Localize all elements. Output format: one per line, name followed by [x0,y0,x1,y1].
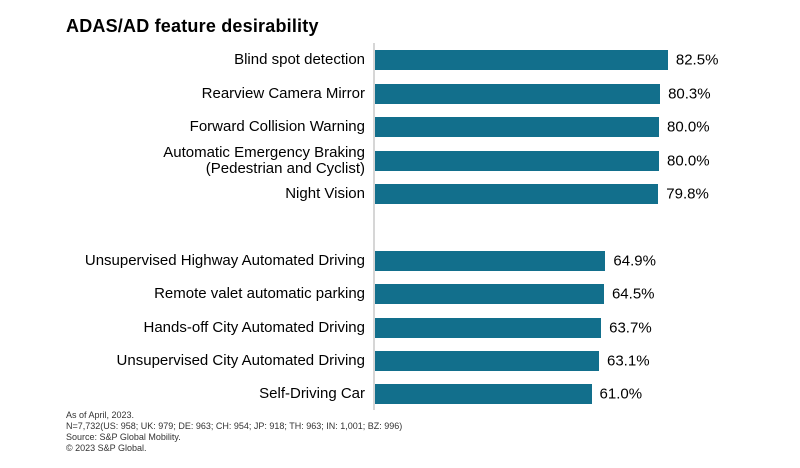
category-label: Night Vision [285,184,365,202]
bar [375,150,659,171]
bar [375,384,592,405]
value-label: 79.8% [666,185,709,203]
category-label: Unsupervised Highway Automated Driving [84,251,365,269]
value-label: 61.0% [599,385,643,403]
value-label: 63.1% [607,352,650,370]
bar [375,183,659,204]
footnote: As of April, 2023. N=7,732(US: 958; UK: … [66,410,402,454]
footnote-line-asof: As of April, 2023. [66,410,135,420]
value-label: 64.9% [613,252,656,270]
bar [375,117,659,138]
category-label: Blind spot detection [234,51,365,69]
footnote-line-copyright: © 2023 S&P Global. [66,443,147,453]
value-label: 64.5% [611,285,655,303]
footnote-line-sample: N=7,732(US: 958; UK: 979; DE: 963; CH: 9… [66,421,403,431]
category-label: Self-Driving Car [259,385,365,403]
bar [375,350,599,371]
value-label: 80.0% [667,152,710,169]
bar [375,83,661,104]
footnote-line-source: Source: S&P Global Mobility. [66,432,181,442]
y-axis-line [373,43,375,410]
value-label: 63.7% [609,319,652,336]
category-label: Remote valet automatic parking [154,285,365,303]
value-label: 80.3% [668,85,711,103]
bar [375,317,602,338]
category-label: Rearview Camera Mirror [201,84,365,102]
value-label: 82.5% [675,51,719,69]
category-label: Hands-off City Automated Driving [143,318,366,336]
category-label: Forward Collision Warning [189,118,365,136]
chart-title: ADAS/AD feature desirability [66,16,319,36]
bar [375,50,668,71]
value-label: 80.0% [667,118,710,136]
category-label: Automatic Emergency Braking (Pedestrian … [163,143,365,177]
bar [375,250,606,271]
category-label: Unsupervised City Automated Driving [116,351,365,369]
bar [375,284,604,305]
